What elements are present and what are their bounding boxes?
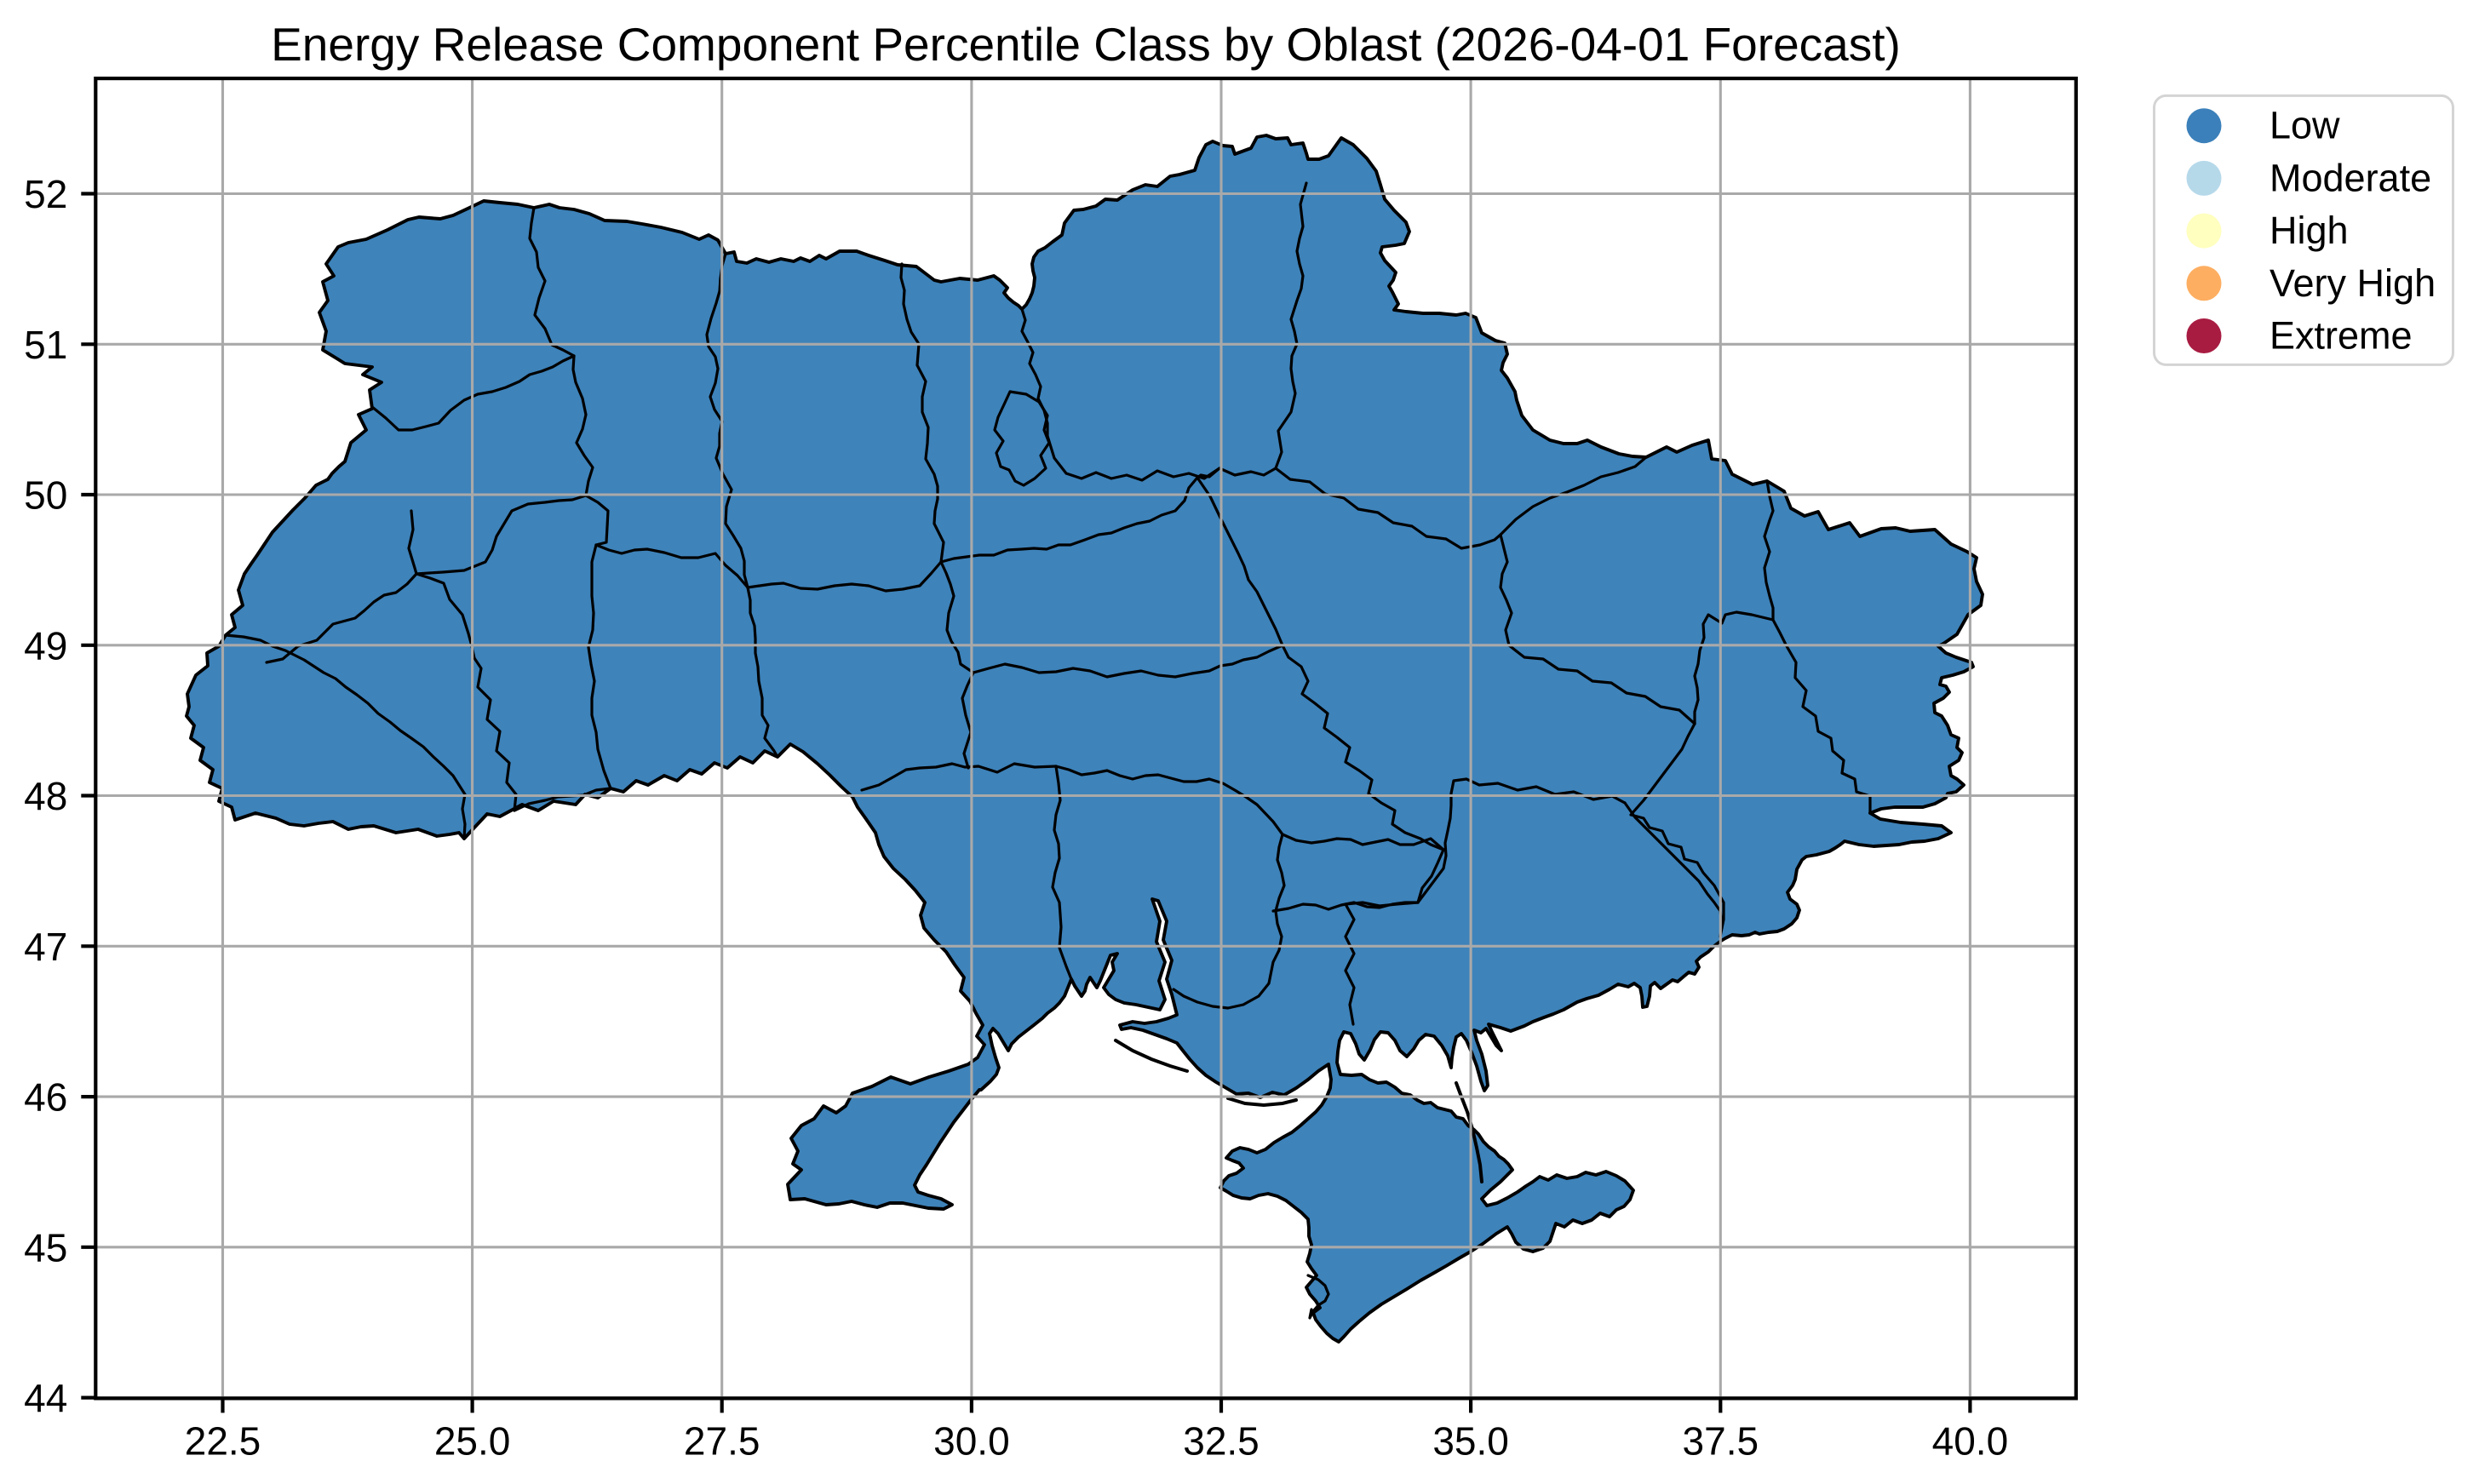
svg-text:47: 47 <box>24 925 67 969</box>
svg-text:25.0: 25.0 <box>434 1418 511 1463</box>
svg-text:44: 44 <box>24 1376 67 1420</box>
svg-text:48: 48 <box>24 774 67 818</box>
svg-text:Moderate: Moderate <box>2270 156 2431 199</box>
svg-text:30.0: 30.0 <box>933 1418 1010 1463</box>
svg-text:50: 50 <box>24 473 67 518</box>
svg-text:35.0: 35.0 <box>1432 1418 1509 1463</box>
svg-text:40.0: 40.0 <box>1932 1418 2009 1463</box>
svg-text:Extreme: Extreme <box>2270 314 2413 358</box>
svg-text:46: 46 <box>24 1075 67 1120</box>
svg-text:49: 49 <box>24 623 67 668</box>
svg-text:51: 51 <box>24 323 67 367</box>
svg-text:Low: Low <box>2270 104 2340 147</box>
svg-text:52: 52 <box>24 172 67 216</box>
svg-text:Very High: Very High <box>2270 261 2436 305</box>
svg-text:22.5: 22.5 <box>185 1418 261 1463</box>
svg-text:High: High <box>2270 209 2349 252</box>
svg-text:32.5: 32.5 <box>1183 1418 1260 1463</box>
svg-text:Energy Release Component Perce: Energy Release Component Percentile Clas… <box>271 18 1901 71</box>
svg-text:37.5: 37.5 <box>1683 1418 1759 1463</box>
svg-text:45: 45 <box>24 1225 67 1269</box>
svg-text:27.5: 27.5 <box>684 1418 760 1463</box>
